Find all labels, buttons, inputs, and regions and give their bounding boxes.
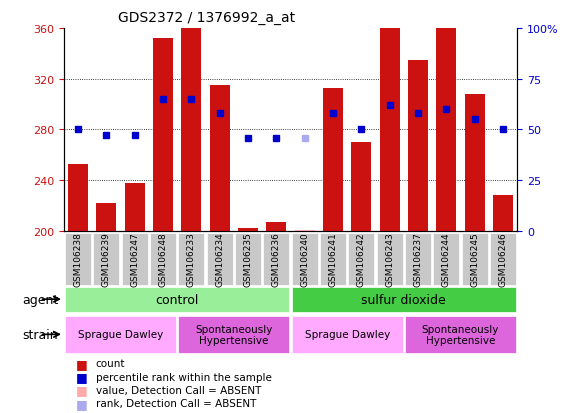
Text: Sprague Dawley: Sprague Dawley [78, 330, 163, 339]
Bar [436, 29, 456, 231]
Bar [323, 88, 343, 231]
Text: GDS2372 / 1376992_a_at: GDS2372 / 1376992_a_at [119, 11, 295, 25]
Text: GSM106246: GSM106246 [498, 232, 507, 287]
Text: GSM106244: GSM106244 [442, 232, 451, 286]
Text: Spontaneously
Hypertensive: Spontaneously Hypertensive [422, 324, 499, 345]
Text: ■: ■ [76, 397, 87, 410]
Text: GSM106247: GSM106247 [130, 232, 139, 287]
Bar [465, 95, 485, 231]
Text: GSM106245: GSM106245 [470, 232, 479, 287]
Bar [125, 183, 145, 231]
Bar [68, 164, 88, 231]
Bar [96, 204, 116, 231]
Text: GSM106239: GSM106239 [102, 232, 111, 287]
Text: GSM106243: GSM106243 [385, 232, 394, 287]
Bar [210, 86, 229, 231]
Text: rank, Detection Call = ABSENT: rank, Detection Call = ABSENT [96, 399, 256, 408]
Bar [238, 229, 258, 231]
Text: GSM106242: GSM106242 [357, 232, 366, 286]
Text: GSM106234: GSM106234 [215, 232, 224, 287]
Text: strain: strain [23, 328, 58, 341]
Text: GSM106240: GSM106240 [300, 232, 309, 287]
Text: ■: ■ [76, 384, 87, 396]
Bar [352, 143, 371, 231]
Text: percentile rank within the sample: percentile rank within the sample [96, 372, 272, 382]
Bar [380, 29, 400, 231]
Text: ■: ■ [76, 370, 87, 383]
Text: Sprague Dawley: Sprague Dawley [304, 330, 390, 339]
Text: count: count [96, 358, 125, 368]
Bar [153, 39, 173, 231]
Text: ■: ■ [76, 357, 87, 370]
Text: GSM106238: GSM106238 [74, 232, 83, 287]
Text: value, Detection Call = ABSENT: value, Detection Call = ABSENT [96, 385, 261, 395]
Text: Spontaneously
Hypertensive: Spontaneously Hypertensive [195, 324, 272, 345]
Text: GSM106241: GSM106241 [328, 232, 338, 287]
Bar [181, 29, 201, 231]
Text: control: control [156, 293, 199, 306]
Bar [408, 61, 428, 231]
Text: sulfur dioxide: sulfur dioxide [361, 293, 446, 306]
Text: GSM106236: GSM106236 [272, 232, 281, 287]
Bar [267, 223, 286, 231]
Bar [493, 196, 513, 231]
Text: agent: agent [22, 293, 58, 306]
Text: GSM106233: GSM106233 [187, 232, 196, 287]
Text: GSM106235: GSM106235 [243, 232, 253, 287]
Text: GSM106248: GSM106248 [159, 232, 167, 287]
Bar [295, 230, 314, 231]
Text: GSM106237: GSM106237 [414, 232, 422, 287]
